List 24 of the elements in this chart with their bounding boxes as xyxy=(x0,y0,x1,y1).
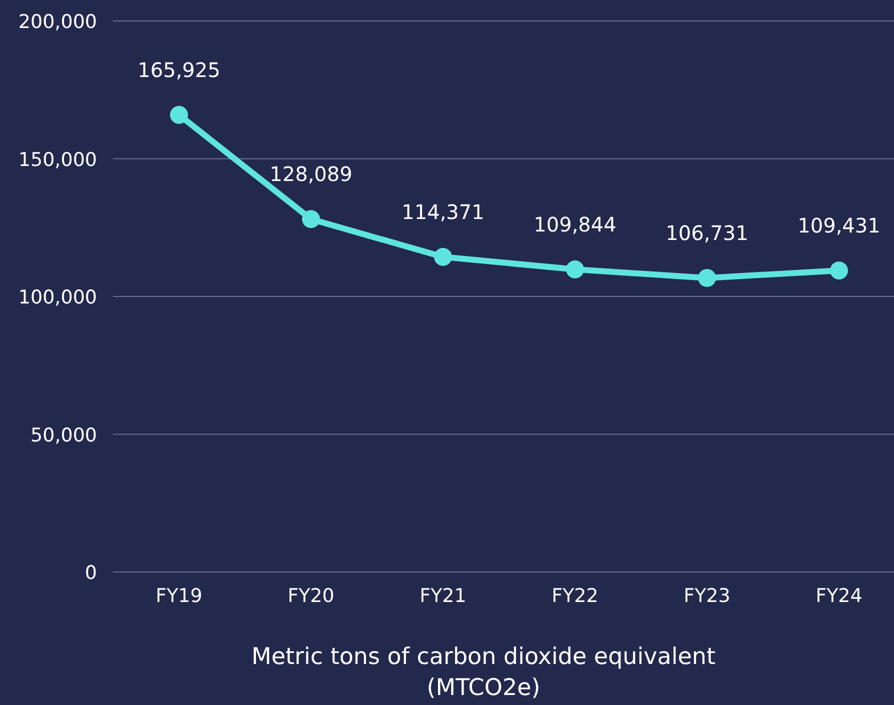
point xyxy=(170,106,188,124)
y-tick-label: 100,000 xyxy=(18,286,97,308)
data-label: 106,731 xyxy=(666,220,748,245)
y-tick-label: 0 xyxy=(84,562,97,584)
x-tick-label: FY24 xyxy=(816,585,862,607)
point xyxy=(566,260,584,278)
x-tick-label: FY21 xyxy=(420,585,466,607)
point xyxy=(302,210,320,228)
x-axis-title: Metric tons of carbon dioxide equivalent (MTCO2e) xyxy=(252,644,716,701)
data-label: 165,925 xyxy=(138,58,220,82)
data-label: 114,371 xyxy=(402,200,484,224)
point xyxy=(830,262,848,280)
data-label: 128,089 xyxy=(270,162,352,186)
x-tick-label: FY19 xyxy=(156,585,202,607)
data-label: 109,431 xyxy=(798,214,880,238)
x-tick-label: FY20 xyxy=(288,585,334,607)
y-tick-label: 150,000 xyxy=(18,148,97,171)
data-label: 109,844 xyxy=(534,212,616,236)
y-tick-label: 200,000 xyxy=(18,11,97,33)
point xyxy=(698,268,716,287)
x-tick-label: FY22 xyxy=(552,585,598,607)
x-tick-label: FY23 xyxy=(684,585,730,607)
y-tick-label: 50,000 xyxy=(30,424,97,446)
point xyxy=(434,248,452,266)
